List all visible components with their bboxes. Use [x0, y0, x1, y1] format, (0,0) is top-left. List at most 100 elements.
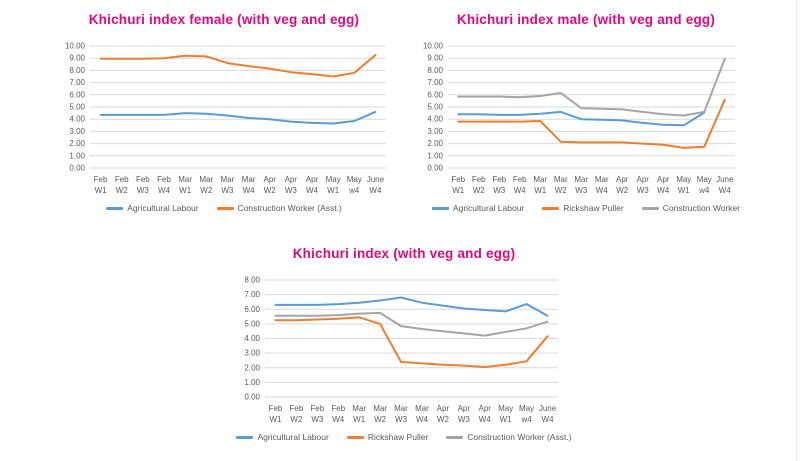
legend-line-marker: [346, 435, 364, 439]
legend-item-agricultural-labour: Agricultural Labour: [106, 203, 199, 213]
x-axis-tick-label: Apr W2: [616, 175, 629, 195]
x-axis-tick-label: May w4: [347, 175, 362, 195]
x-axis-tick-label: Mar W1: [352, 404, 366, 424]
y-axis-tick-label: 3.00: [244, 349, 260, 358]
legend-label: Agricultural Labour: [452, 203, 525, 213]
x-axis-tick-label: Feb W2: [289, 404, 303, 424]
x-axis-tick-label: Apr W4: [306, 175, 319, 195]
y-axis-tick-label: 3.00: [69, 127, 85, 136]
legend-item-rickshaw-puller: Rickshaw Puller: [346, 432, 429, 442]
y-axis-tick-label: 7.00: [69, 78, 85, 87]
x-axis-tick-label: Feb W1: [94, 175, 108, 195]
legend-label: Construction Worker (Asst.): [237, 203, 342, 213]
x-axis-tick-label: Feb W3: [310, 404, 324, 424]
x-axis-tick-label: Feb W4: [157, 175, 171, 195]
legend-line-marker: [216, 206, 234, 210]
y-axis-tick-label: 0.00: [244, 393, 260, 402]
x-axis-tick-label: Mar W4: [242, 175, 256, 195]
legend-item-rickshaw-puller: Rickshaw Puller: [542, 203, 624, 213]
chart-title-male: Khichuri index male (with veg and egg): [456, 12, 716, 27]
x-axis-tick-label: Apr W3: [458, 404, 471, 424]
legend-line-marker: [641, 206, 659, 210]
y-axis-tick-label: 8.00: [427, 66, 443, 75]
chart-plot-male: 0.00 1.00 2.00 3.00 4.00 5.00 6.00 7.00 8.00 9.00…: [423, 42, 735, 195]
legend-item-construction-worker: Construction Worker: [641, 203, 741, 213]
x-axis-tick-label: Feb W1: [269, 404, 283, 424]
legend-label: Rickshaw Puller: [367, 432, 429, 442]
chart-title-combined: Khichuri index (with veg and egg): [292, 246, 516, 261]
x-axis-tick-label: Mar W3: [221, 175, 235, 195]
y-axis-tick-label: 6.00: [427, 90, 443, 99]
x-axis-tick-label: May W1: [498, 404, 513, 424]
y-axis-tick-label: 9.00: [69, 54, 85, 63]
y-axis-tick-label: 10.00: [65, 42, 86, 51]
x-axis-tick-label: Apr W3: [637, 175, 650, 195]
y-axis-tick-label: 10.00: [423, 42, 444, 51]
chart-plot-combined: 0.00 1.00 2.00 3.00 4.00 5.00 6.00 7.00 8.00 Feb W…: [244, 276, 558, 424]
x-axis-tick-label: May W1: [676, 175, 691, 195]
y-axis-tick-label: 9.00: [427, 54, 443, 63]
y-axis-tick-label: 8.00: [69, 66, 85, 75]
y-axis-tick-label: 4.00: [427, 115, 443, 124]
legend-label: Rickshaw Puller: [563, 203, 624, 213]
y-axis-tick-label: 4.00: [244, 334, 260, 343]
series-line-rickshaw-puller: [274, 316, 549, 368]
series-line-agricultural-labour: [274, 296, 549, 317]
legend-item-agricultural-labour: Agricultural Labour: [431, 203, 525, 213]
y-axis-tick-label: 6.00: [244, 305, 260, 314]
x-axis-tick-label: May W1: [326, 175, 341, 195]
legend-item-construction-worker-asst: Construction Worker (Asst.): [216, 203, 342, 213]
legend-line-marker: [106, 206, 124, 210]
x-axis-tick-label: June W4: [367, 175, 385, 195]
y-axis-tick-label: 7.00: [427, 78, 443, 87]
series-line-construction-worker-asst: [274, 311, 549, 337]
chart-khichuri-female: Khichuri index female (with veg and egg)…: [40, 10, 408, 213]
x-axis-tick-label: Apr W4: [657, 175, 670, 195]
legend-line-marker: [446, 435, 464, 439]
series-line-agricultural-labour: [99, 110, 377, 125]
legend-item-construction-worker-asst: Construction Worker (Asst.): [446, 432, 572, 442]
y-axis-tick-label: 4.00: [69, 115, 85, 124]
series-line-construction-worker: [457, 57, 726, 117]
x-axis-tick-label: Feb W3: [136, 175, 150, 195]
legend-line-marker: [236, 435, 254, 439]
series-line-agricultural-labour: [457, 110, 706, 127]
legend-line-marker: [542, 206, 560, 210]
y-axis-tick-label: 0.00: [427, 164, 443, 173]
x-axis-tick-label: Feb W3: [492, 175, 506, 195]
y-axis-tick-label: 7.00: [244, 290, 260, 299]
legend-label: Agricultural Labour: [257, 432, 329, 442]
chart-khichuri-male: Khichuri index male (with veg and egg) 0…: [402, 10, 770, 213]
chart-khichuri-combined: Khichuri index (with veg and egg) 0.00 1.…: [231, 244, 577, 442]
x-axis-tick-label: May w4: [519, 404, 534, 424]
chart-legend-male: Agricultural Labour Rickshaw Puller Constr…: [402, 203, 770, 213]
series-line-rickshaw-puller: [457, 98, 726, 149]
x-axis-tick-label: Mar W2: [554, 175, 568, 195]
window-edge-line: [796, 0, 797, 461]
y-axis-tick-label: 8.00: [244, 276, 260, 285]
chart-title-female: Khichuri index female (with veg and egg): [88, 12, 360, 27]
y-axis-tick-label: 1.00: [244, 378, 260, 387]
y-axis-tick-label: 2.00: [427, 139, 443, 148]
x-axis-tick-label: Mar W4: [415, 404, 429, 424]
y-axis-tick-label: 0.00: [69, 164, 85, 173]
x-axis-tick-label: Mar W2: [373, 404, 387, 424]
y-axis-tick-label: 1.00: [69, 151, 85, 160]
y-axis-tick-label: 5.00: [244, 319, 260, 328]
x-axis-tick-label: Mar W4: [595, 175, 609, 195]
y-axis-tick-label: 5.00: [69, 103, 85, 112]
chart-legend-female: Agricultural Labour Construction Worker (…: [40, 203, 408, 213]
legend-label: Construction Worker: [662, 203, 741, 213]
x-axis-tick-label: June W4: [716, 175, 734, 195]
x-axis-tick-label: Apr W3: [285, 175, 298, 195]
x-axis-tick-label: Mar W1: [533, 175, 547, 195]
y-axis-tick-label: 5.00: [427, 103, 443, 112]
x-axis-tick-label: Mar W3: [574, 175, 588, 195]
x-axis-tick-label: Feb W4: [513, 175, 527, 195]
x-axis-tick-label: Feb W2: [472, 175, 486, 195]
x-axis-tick-label: Apr W2: [263, 175, 276, 195]
x-axis-tick-label: Mar W3: [394, 404, 408, 424]
x-axis-tick-label: May w4: [697, 175, 712, 195]
y-axis-tick-label: 2.00: [69, 139, 85, 148]
